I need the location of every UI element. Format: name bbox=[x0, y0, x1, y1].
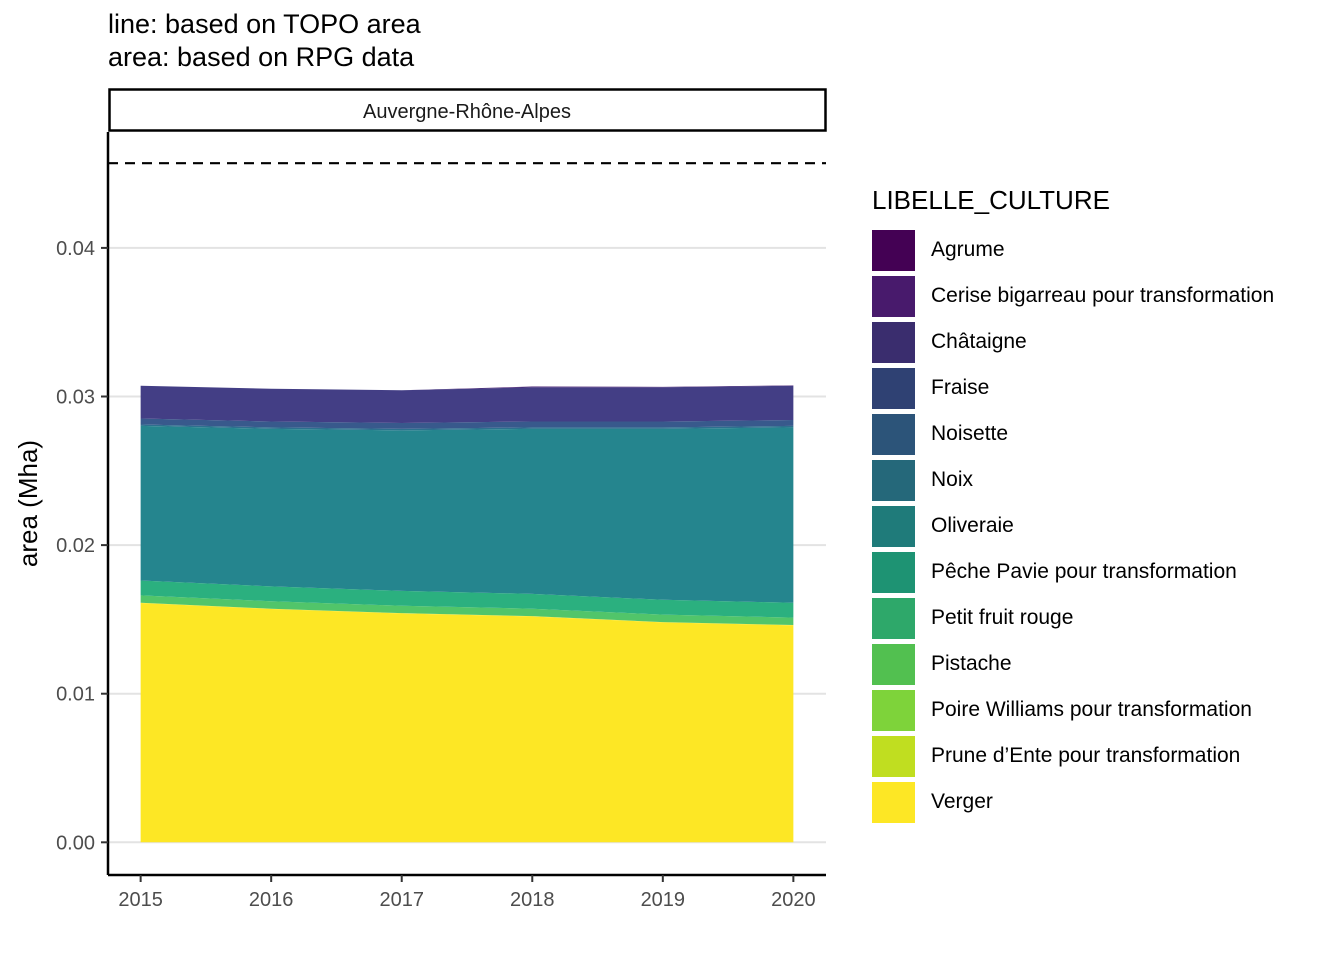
legend-label: Pêche Pavie pour transformation bbox=[931, 560, 1237, 583]
x-tick-label: 2015 bbox=[118, 889, 163, 911]
legend-key bbox=[872, 368, 915, 409]
legend-key bbox=[872, 276, 915, 317]
area-fraise bbox=[140, 418, 794, 429]
area-ch-taigne bbox=[140, 385, 794, 423]
y-tick-label: 0.04 bbox=[56, 238, 95, 260]
legend-label: Cerise bigarreau pour transformation bbox=[931, 284, 1275, 307]
legend-key bbox=[872, 552, 915, 593]
legend-label: Oliveraie bbox=[931, 514, 1014, 537]
legend-item: Pistache bbox=[872, 642, 1110, 688]
legend-key bbox=[872, 414, 915, 455]
legend-label: Prune d’Ente pour transformation bbox=[931, 744, 1241, 767]
legend-label: Fraise bbox=[931, 376, 990, 399]
legend-item: Prune d’Ente pour transformation bbox=[872, 734, 1240, 780]
legend-key bbox=[872, 230, 915, 271]
area-petit-fruit-rouge bbox=[140, 595, 794, 626]
legend: LIBELLE_CULTURE Agrume Cerise bigarreau p… bbox=[872, 182, 1274, 826]
legend-key bbox=[872, 736, 915, 777]
area-noix bbox=[140, 425, 794, 603]
area-verger bbox=[140, 603, 794, 843]
legend-label: Noisette bbox=[931, 422, 1009, 445]
chart-subtitle-area: area: based on RPG data bbox=[108, 42, 415, 72]
legend-label: Agrume bbox=[931, 238, 1005, 261]
legend-label: Pistache bbox=[931, 652, 1012, 675]
legend-item: Fraise bbox=[872, 366, 1110, 412]
legend-label: Petit fruit rouge bbox=[931, 606, 1074, 629]
legend-title: LIBELLE_CULTURE bbox=[872, 185, 1110, 215]
chart-subtitle-line: line: based on TOPO area bbox=[108, 9, 421, 39]
legend-label: Noix bbox=[931, 468, 974, 491]
legend-label: Poire Williams pour transformation bbox=[931, 698, 1252, 721]
x-tick-label: 2017 bbox=[379, 889, 424, 911]
y-tick-label: 0.01 bbox=[56, 684, 95, 706]
legend-key bbox=[872, 506, 915, 547]
x-tick-label: 2020 bbox=[771, 889, 816, 911]
legend-key bbox=[872, 644, 915, 685]
legend-key bbox=[872, 690, 915, 731]
area-p-che-pavie-pour-transformation bbox=[140, 580, 794, 618]
legend-key bbox=[872, 322, 915, 363]
legend-item: Petit fruit rouge bbox=[872, 596, 1110, 642]
facet-strip bbox=[108, 88, 827, 132]
legend-key bbox=[872, 598, 915, 639]
area-noisette bbox=[140, 424, 794, 431]
legend-item: Oliveraie bbox=[872, 504, 1110, 550]
legend-key bbox=[872, 782, 915, 823]
x-tick-label: 2016 bbox=[249, 889, 294, 911]
legend-label: Verger bbox=[931, 790, 993, 813]
legend-item: Cerise bigarreau pour transformation bbox=[872, 274, 1274, 320]
y-tick-label: 0.03 bbox=[56, 387, 95, 409]
legend-item: Pêche Pavie pour transformation bbox=[872, 550, 1237, 596]
x-tick-label: 2019 bbox=[641, 889, 686, 911]
legend-label: Châtaigne bbox=[931, 330, 1027, 353]
y-axis-label: area (Mha) bbox=[13, 440, 43, 567]
y-tick-label: 0.02 bbox=[56, 535, 95, 557]
legend-item: Noisette bbox=[872, 412, 1110, 458]
legend-item: Noix bbox=[872, 458, 1110, 504]
legend-key bbox=[872, 460, 915, 501]
legend-item: Poire Williams pour transformation bbox=[872, 688, 1252, 734]
legend-item: Châtaigne bbox=[872, 320, 1110, 366]
legend-item: Verger bbox=[872, 780, 1110, 826]
x-tick-label: 2018 bbox=[510, 889, 555, 911]
y-tick-label: 0.00 bbox=[56, 832, 95, 854]
legend-item: Agrume bbox=[872, 228, 1110, 274]
facet-strip-label: Auvergne-Rhône-Alpes bbox=[363, 101, 571, 123]
